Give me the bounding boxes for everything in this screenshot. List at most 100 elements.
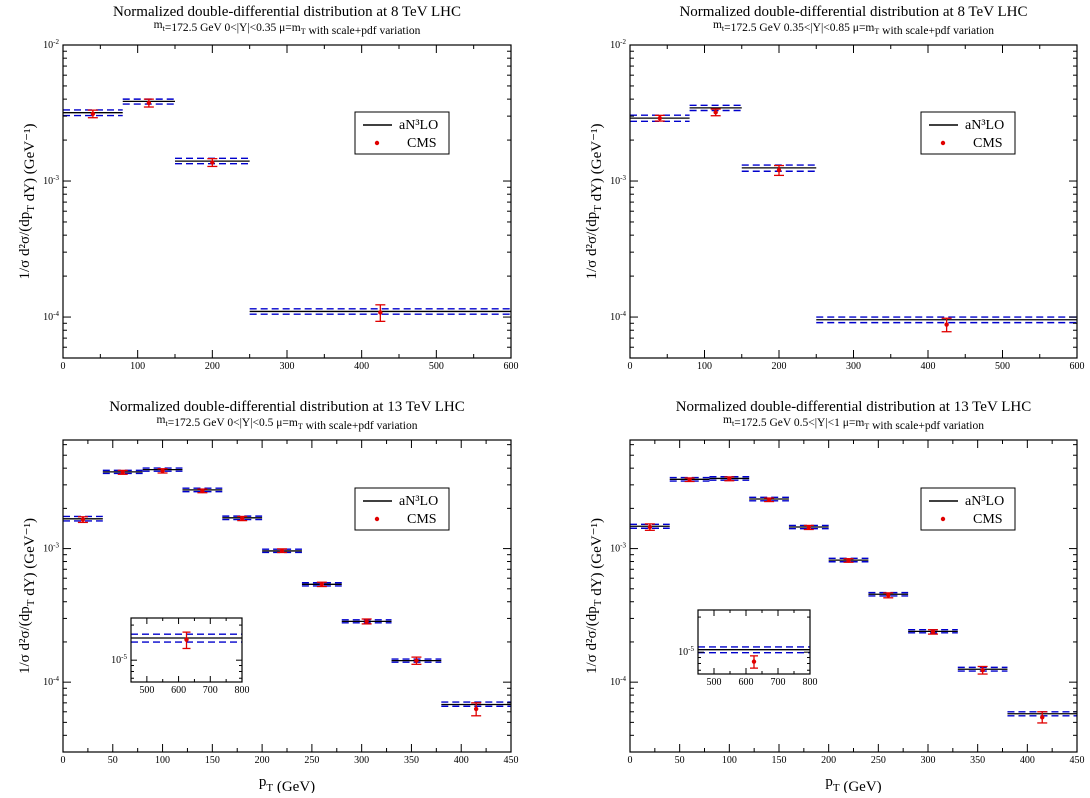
y-tick-label: 10-5: [678, 645, 694, 658]
cms-point: [776, 168, 782, 173]
cms-point: [806, 525, 811, 530]
x-tick-label: 500: [139, 685, 154, 696]
cms-point: [886, 593, 891, 598]
y-tick-label: 10-4: [43, 310, 59, 323]
cms-point: [713, 110, 718, 115]
cms-point: [980, 667, 985, 673]
x-tick-label: 300: [354, 755, 369, 766]
legend-frame: [354, 111, 450, 155]
x-tick-label: 250: [304, 755, 319, 766]
x-tick-label: 500: [707, 677, 722, 688]
x-tick-label: 250: [871, 755, 886, 766]
cms-point: [319, 582, 325, 587]
legend: aN³LO CMS: [920, 111, 1016, 155]
x-tick-label: 800: [235, 685, 250, 696]
chart-panel-1: Normalized double-differential distribut…: [17, 4, 519, 372]
cms-point: [751, 659, 757, 664]
cms-point: [657, 115, 662, 121]
x-tick-label: 700: [771, 677, 786, 688]
cms-point: [687, 477, 692, 482]
x-tick-label: 600: [1070, 361, 1085, 372]
cms-point: [647, 524, 653, 530]
x-tick-label: 0: [628, 755, 633, 766]
y-tick-label: 10-3: [610, 174, 626, 187]
chart-subtitle: mt=172.5 GeV 0<|Y|<0.5 μ=mT with scale+p…: [157, 414, 418, 432]
cms-point: [160, 468, 165, 474]
x-tick-label: 300: [280, 361, 295, 372]
x-tick-label: 200: [205, 361, 220, 372]
chart-title: Normalized double-differential distribut…: [113, 4, 461, 20]
y-tick-label: 10-5: [111, 653, 127, 666]
x-tick-label: 0: [628, 361, 633, 372]
cms-point: [930, 629, 936, 635]
y-tick-label: 10-4: [610, 675, 626, 688]
legend-theory-label: aN³LO: [399, 494, 438, 509]
x-axis-label: pT (GeV): [825, 774, 881, 793]
x-tick-label: 600: [171, 685, 186, 696]
inset-chart: 500 600 700 800 10-5: [111, 617, 250, 696]
y-axis-label: 1/σ d²σ/(dpT dY) (GeV⁻¹): [17, 123, 38, 279]
x-tick-label: 600: [504, 361, 519, 372]
x-tick-label: 400: [354, 361, 369, 372]
cms-point: [944, 322, 949, 327]
x-tick-label: 450: [1070, 755, 1085, 766]
plot-frame: [629, 44, 1078, 359]
x-tick-label: 200: [772, 361, 787, 372]
x-tick-label: 100: [697, 361, 712, 372]
cms-point: [200, 488, 205, 494]
x-tick-label: 800: [803, 677, 818, 688]
legend-theory-label: aN³LO: [399, 118, 438, 133]
plot-frame: [130, 617, 243, 683]
x-axis-label: pT (GeV): [259, 774, 315, 793]
legend: aN³LO CMS: [354, 111, 450, 155]
legend-data-label: CMS: [973, 512, 1003, 527]
x-tick-label: 0: [61, 361, 66, 372]
y-axis-label: 1/σ d²σ/(dpT dY) (GeV⁻¹): [584, 123, 605, 279]
x-tick-label: 300: [921, 755, 936, 766]
chart-subtitle: mt=172.5 GeV 0.35<|Y|<0.85 μ=mT with sca…: [713, 19, 994, 37]
chart-title: Normalized double-differential distribut…: [679, 4, 1027, 20]
x-tick-label: 100: [722, 755, 737, 766]
legend-data-swatch: [940, 516, 946, 522]
legend-data-swatch: [374, 140, 380, 146]
inset-chart: 500 600 700 800 10-5: [678, 609, 818, 688]
cms-point: [364, 619, 369, 624]
y-axis-label: 1/σ d²σ/(dpT dY) (GeV⁻¹): [17, 518, 38, 674]
chart-panel-3: Normalized double-differential distribut…: [17, 399, 519, 795]
x-tick-label: 500: [429, 361, 444, 372]
cms-point: [378, 310, 383, 315]
x-tick-label: 350: [404, 755, 419, 766]
cms-point: [146, 100, 152, 106]
y-axis-label: 1/σ d²σ/(dpT dY) (GeV⁻¹): [584, 518, 605, 674]
x-tick-label: 400: [921, 361, 936, 372]
cms-point: [120, 470, 125, 475]
cms-point: [184, 637, 189, 642]
cms-point: [414, 658, 419, 663]
chart-panel-4: Normalized double-differential distribut…: [584, 399, 1085, 795]
chart-subtitle: mt=172.5 GeV 0<|Y|<0.35 μ=mT with scale+…: [154, 19, 421, 37]
x-tick-label: 350: [970, 755, 985, 766]
legend-frame: [920, 111, 1016, 155]
y-tick-label: 10-4: [43, 675, 59, 688]
x-tick-label: 100: [155, 755, 170, 766]
cms-point: [846, 558, 851, 563]
x-tick-label: 150: [772, 755, 787, 766]
chart-title: Normalized double-differential distribut…: [109, 399, 465, 415]
x-tick-label: 50: [675, 755, 685, 766]
x-tick-label: 300: [846, 361, 861, 372]
legend-data-label: CMS: [407, 512, 437, 527]
legend-frame: [920, 487, 1016, 531]
plot-frame: [629, 439, 1078, 753]
inset-background: [131, 618, 242, 682]
legend-data-swatch: [940, 140, 946, 146]
plot-frame: [697, 609, 811, 675]
x-tick-label: 400: [454, 755, 469, 766]
plot-frame: [62, 439, 512, 753]
x-tick-label: 450: [504, 755, 519, 766]
cms-point: [240, 516, 245, 521]
cms-point: [766, 497, 772, 502]
cms-point: [473, 706, 479, 712]
x-tick-label: 100: [130, 361, 145, 372]
